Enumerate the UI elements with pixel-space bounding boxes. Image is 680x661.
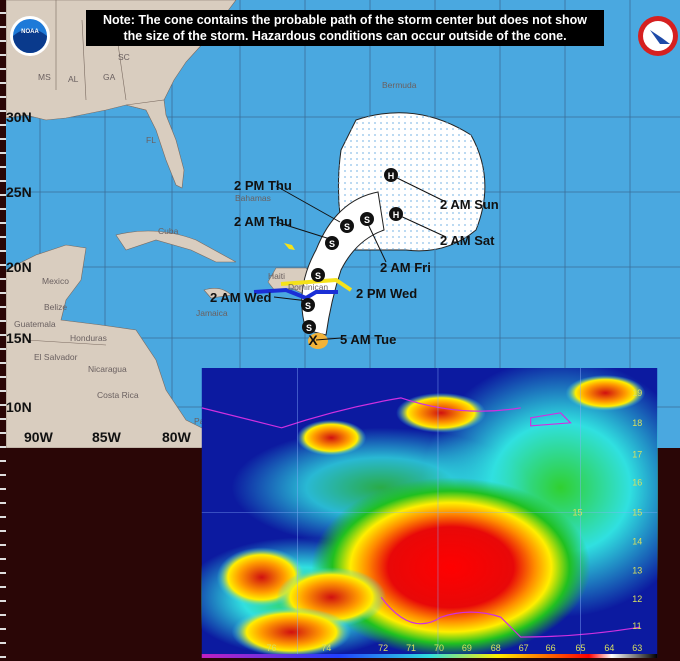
lon-label: 85W <box>92 429 122 445</box>
storm-point[interactable]: S <box>311 268 325 282</box>
storm-point[interactable]: S <box>340 219 354 233</box>
sat-lon-tick: 65 <box>575 643 585 653</box>
storm-point[interactable]: S <box>325 236 339 250</box>
leader-lines <box>273 174 447 341</box>
forecast-points: S S S S S S H H X <box>301 168 403 348</box>
lat-label: 20N <box>6 259 32 275</box>
sat-lon-tick: 72 <box>378 643 388 653</box>
note-line-1: Note: The cone contains the probable pat… <box>102 13 588 27</box>
storm-point[interactable]: S <box>301 298 315 312</box>
sat-lat-tick: 19 <box>632 388 642 398</box>
label-al: AL <box>68 74 79 84</box>
svg-text:H: H <box>393 210 400 220</box>
watch-area <box>280 277 353 292</box>
lon-label: 80W <box>162 429 192 445</box>
label-nicaragua: Nicaragua <box>88 364 127 374</box>
svg-text:S: S <box>306 323 312 333</box>
label-2pm-wed: 2 PM Wed <box>356 286 417 301</box>
watch-bahamas <box>284 243 295 250</box>
sat-lat-tick: 18 <box>632 418 642 428</box>
sat-lon-tick: 68 <box>491 643 501 653</box>
label-costa-rica: Costa Rica <box>97 390 139 400</box>
label-2am-sun: 2 AM Sun <box>440 197 499 212</box>
sat-lon-tick: 71 <box>406 643 416 653</box>
label-el-salvador: El Salvador <box>34 352 78 362</box>
label-bahamas: Bahamas <box>235 193 271 203</box>
cone-note: Note: The cone contains the probable pat… <box>86 10 604 46</box>
label-current: 5 AM Tue <box>340 332 396 347</box>
lat-label: 30N <box>6 109 32 125</box>
sat-lon-tick: 69 <box>462 643 472 653</box>
lat-label: 15N <box>6 330 32 346</box>
warning-area <box>253 287 338 301</box>
svg-text:S: S <box>329 239 335 249</box>
noaa-logo: NOAA <box>10 16 50 56</box>
label-haiti: Haiti <box>268 271 285 281</box>
label-dominican: Dominican <box>288 282 328 292</box>
current-position-marker[interactable]: X <box>308 332 318 348</box>
label-bermuda: Bermuda <box>382 80 417 90</box>
sat-lon-tick: 67 <box>519 643 529 653</box>
storm-point[interactable]: S <box>302 320 316 334</box>
label-mexico: Mexico <box>42 276 69 286</box>
label-belize: Belize <box>44 302 67 312</box>
sat-lat-ticks: 19 18 17 16 15 14 13 12 11 15 <box>573 388 643 631</box>
label-jamaica: Jamaica <box>196 308 228 318</box>
svg-text:NOAA: NOAA <box>21 29 39 35</box>
satellite-inset: 19 18 17 16 15 14 13 12 11 15 76 74 72 7… <box>201 368 658 658</box>
axis-labels: 30N 25N 20N 15N 10N 90W 85W 80W <box>6 109 192 445</box>
sat-lat-tick: 17 <box>632 450 642 460</box>
svg-text:S: S <box>344 222 350 232</box>
lat-label: 25N <box>6 184 32 200</box>
sat-lon-tick: 76 <box>267 643 277 653</box>
label-guatemala: Guatemala <box>14 319 56 329</box>
label-fl: FL <box>146 135 156 145</box>
sat-lat-tick: 11 <box>632 621 641 631</box>
sat-lon-tick: 63 <box>632 643 642 653</box>
svg-text:H: H <box>388 171 395 181</box>
svg-text:S: S <box>315 271 321 281</box>
place-labels: MS AL GA SC FL Bermuda Bahamas Cuba Mexi… <box>14 52 417 426</box>
lon-label: 90W <box>24 429 54 445</box>
label-2pm-thu: 2 PM Thu <box>234 178 292 193</box>
sat-lat-tick: 14 <box>632 536 642 546</box>
left-border <box>0 0 6 661</box>
label-cuba: Cuba <box>158 226 179 236</box>
label-honduras: Honduras <box>70 333 107 343</box>
label-2am-thu: 2 AM Thu <box>234 214 292 229</box>
color-scale <box>201 654 658 658</box>
current-area <box>308 333 328 349</box>
svg-text:S: S <box>305 301 311 311</box>
svg-text:S: S <box>364 215 370 225</box>
storm-point[interactable]: S <box>360 212 374 226</box>
hurricane-point[interactable]: H <box>389 207 403 221</box>
label-ga: GA <box>103 72 116 82</box>
sat-lon-tick: 64 <box>604 643 614 653</box>
forecast-labels: 5 AM Tue 2 AM Wed 2 PM Wed 2 AM Thu 2 PM… <box>210 178 499 347</box>
lat-label: 10N <box>6 399 32 415</box>
sat-mid-label: 15 <box>573 507 583 517</box>
nws-logo <box>638 16 678 56</box>
sat-lon-ticks: 76 74 72 71 70 69 68 67 66 65 64 63 <box>267 643 643 653</box>
sat-lon-tick: 74 <box>321 643 331 653</box>
sat-lat-tick: 13 <box>632 565 642 575</box>
label-2am-sat: 2 AM Sat <box>440 233 495 248</box>
sat-lon-tick: 66 <box>546 643 556 653</box>
sat-lon-tick: 70 <box>434 643 444 653</box>
note-line-2: the size of the storm. Hazardous conditi… <box>123 29 567 43</box>
label-2am-fri: 2 AM Fri <box>380 260 431 275</box>
hurricane-point[interactable]: H <box>384 168 398 182</box>
label-ms: MS <box>38 72 51 82</box>
sat-lat-tick: 12 <box>632 594 642 604</box>
label-sc: SC <box>118 52 130 62</box>
sat-lat-tick: 16 <box>632 478 642 488</box>
label-2am-wed: 2 AM Wed <box>210 290 271 305</box>
sat-lat-tick: 15 <box>632 507 642 517</box>
